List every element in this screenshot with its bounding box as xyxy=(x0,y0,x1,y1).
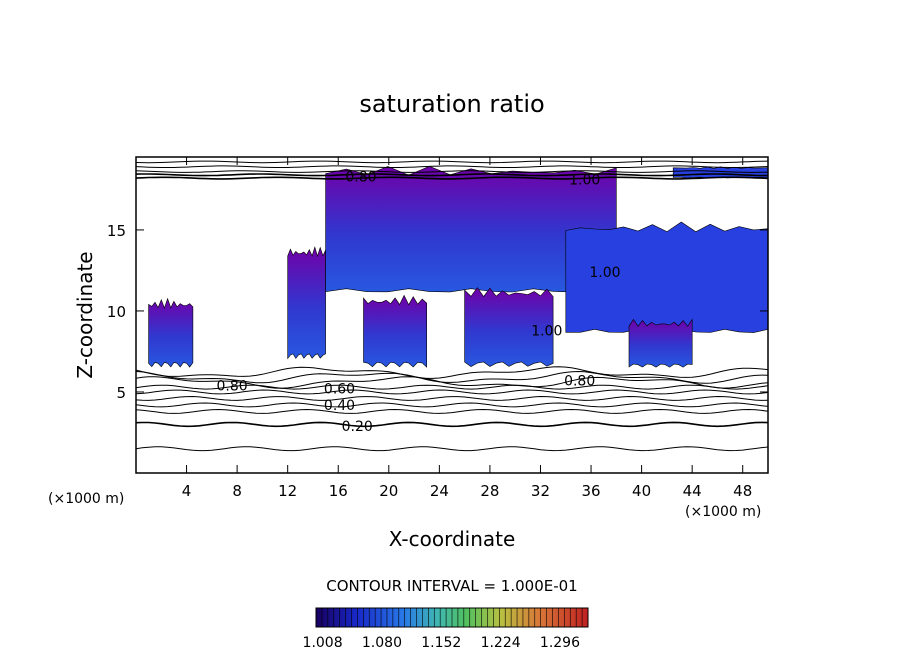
x-axis-title: X-coordinate xyxy=(389,527,516,551)
contour-line xyxy=(136,395,768,401)
contour-line xyxy=(136,402,768,408)
contour-line xyxy=(136,446,768,452)
contour-label: 0.80 xyxy=(216,378,247,394)
supersaturated-region xyxy=(628,318,693,368)
contour-label: 0.80 xyxy=(564,374,595,390)
contour-label: 0.60 xyxy=(324,382,355,398)
color-bar-tick-label: 1.152 xyxy=(421,635,461,651)
x-tick-label: 24 xyxy=(430,482,449,500)
x-tick-label: 36 xyxy=(581,482,600,500)
contour-label: 0.40 xyxy=(324,398,355,414)
contour-label: 0.20 xyxy=(342,419,373,435)
plot-area xyxy=(136,160,768,452)
x-tick-label: 48 xyxy=(733,482,752,500)
x-tick-label: 8 xyxy=(232,482,242,500)
y-tick-label: 10 xyxy=(107,303,126,321)
color-bar-tick-label: 1.296 xyxy=(540,635,580,651)
contour-line xyxy=(136,384,768,390)
contour-label: 1.00 xyxy=(589,265,620,281)
color-bar-tick-label: 1.224 xyxy=(481,635,521,651)
contour-label: 0.80 xyxy=(345,169,376,185)
supersaturated-region xyxy=(363,294,427,368)
x-tick-label: 28 xyxy=(480,482,499,500)
y-unit-label: (×1000 m) xyxy=(48,491,124,507)
contour-interval-text: CONTOUR INTERVAL = 1.000E-01 xyxy=(326,577,577,595)
contour-line xyxy=(136,176,768,180)
supersaturated-region xyxy=(464,287,554,367)
color-bar-tick-labels: 1.008 1.080 1.152 1.224 1.296 xyxy=(303,635,581,651)
contour-line xyxy=(136,389,768,395)
x-tick-label: 40 xyxy=(632,482,651,500)
y-tick-label: 5 xyxy=(116,384,126,402)
contour-line xyxy=(136,170,768,173)
x-tick-label: 20 xyxy=(379,482,398,500)
contour-labels: 0.80 1.00 0.80 0.600.40 0.20 0.80 1.00 1.00 xyxy=(216,169,620,435)
color-bar-tick-label: 1.080 xyxy=(362,635,402,651)
y-axis-ticks: 5 10 15 xyxy=(107,222,768,402)
shaded-regions xyxy=(148,165,768,368)
x-tick-label: 44 xyxy=(683,482,702,500)
contour-line xyxy=(136,408,768,414)
supersaturated-region xyxy=(148,297,194,368)
contour-line xyxy=(136,421,768,428)
y-tick-label: 15 xyxy=(107,222,126,240)
contour-lines xyxy=(136,160,768,452)
x-tick-label: 4 xyxy=(182,482,192,500)
contour-line xyxy=(136,366,768,379)
contour-line xyxy=(136,160,768,164)
color-bar-tick-label: 1.008 xyxy=(303,635,343,651)
contour-label: 1.00 xyxy=(531,323,562,339)
plot-frame xyxy=(135,156,769,474)
color-bar xyxy=(315,607,589,628)
contour-line xyxy=(136,173,768,177)
color-bar-divisions xyxy=(321,608,583,627)
contour-line xyxy=(136,165,768,168)
supersaturated-region xyxy=(287,246,326,360)
supersaturated-region xyxy=(565,221,768,333)
x-tick-label: 12 xyxy=(278,482,297,500)
contour-label: 1.00 xyxy=(569,173,600,189)
x-axis-ticks: 4 8 12 16 20 24 28 32 36 40 44 48 xyxy=(182,157,752,500)
x-tick-label: 32 xyxy=(531,482,550,500)
contour-line xyxy=(136,370,768,384)
x-tick-label: 16 xyxy=(329,482,348,500)
x-unit-label: (×1000 m) xyxy=(685,504,761,520)
contour-line xyxy=(136,376,768,389)
y-axis-title: Z-coordinate xyxy=(73,251,97,378)
chart-title: saturation ratio xyxy=(359,90,544,118)
